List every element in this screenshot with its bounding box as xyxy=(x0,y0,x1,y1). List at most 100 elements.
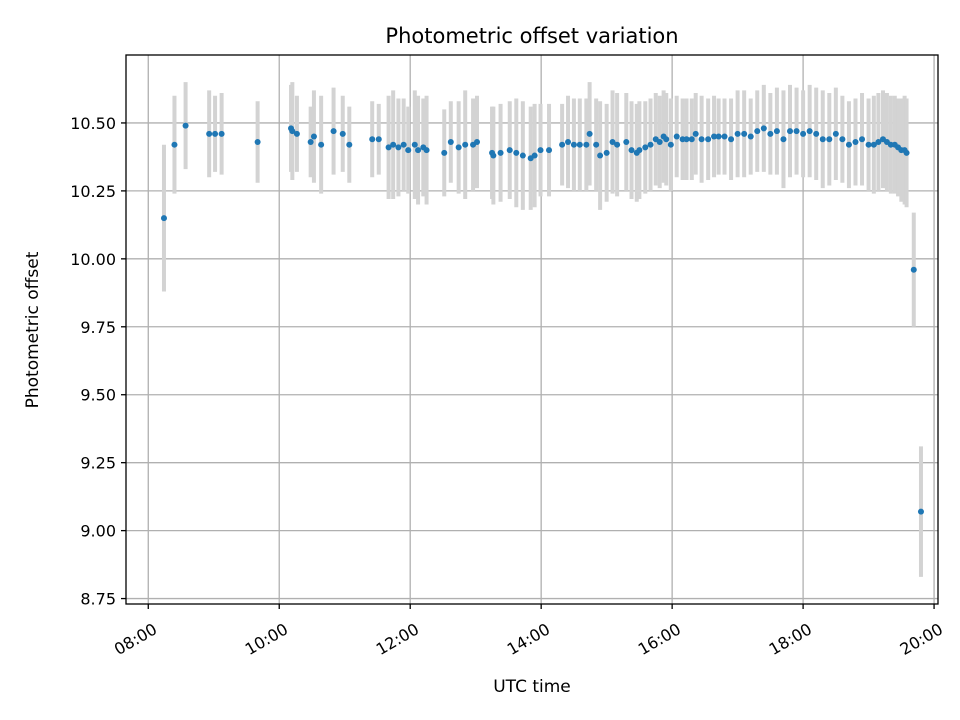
data-point xyxy=(160,215,167,222)
data-point xyxy=(310,133,317,140)
data-point xyxy=(721,133,728,140)
data-point xyxy=(206,130,213,137)
data-point xyxy=(747,133,754,140)
data-point xyxy=(875,138,882,145)
chart-title: Photometric offset variation xyxy=(385,24,678,48)
plot-frame xyxy=(125,54,939,605)
data-point xyxy=(339,130,346,137)
data-point xyxy=(793,128,800,135)
data-point xyxy=(623,138,630,145)
data-point xyxy=(537,147,544,154)
data-point xyxy=(462,141,469,148)
data-point xyxy=(663,136,670,143)
data-point xyxy=(800,130,807,137)
data-point xyxy=(642,144,649,151)
y-tick-label: 9.00 xyxy=(80,522,116,541)
y-tick-label: 10.00 xyxy=(70,250,116,269)
data-point xyxy=(711,133,718,140)
data-point xyxy=(692,130,699,137)
y-tick-label: 9.25 xyxy=(80,454,116,473)
data-point xyxy=(405,147,412,154)
data-point xyxy=(754,128,761,135)
data-point xyxy=(603,149,610,156)
data-point xyxy=(293,130,300,137)
data-point xyxy=(839,136,846,143)
data-point xyxy=(506,147,513,154)
data-point xyxy=(400,141,407,148)
data-points xyxy=(160,122,924,515)
data-point xyxy=(903,149,910,156)
data-point xyxy=(369,136,376,143)
data-point xyxy=(570,141,577,148)
data-point xyxy=(728,136,735,143)
data-point xyxy=(910,266,917,273)
data-point xyxy=(760,125,767,132)
data-point xyxy=(715,133,722,140)
y-tick-label: 9.50 xyxy=(80,386,116,405)
data-point xyxy=(583,141,590,148)
y-tick-label: 10.50 xyxy=(70,114,116,133)
data-point xyxy=(597,152,604,159)
data-point xyxy=(289,128,296,135)
data-point xyxy=(415,147,422,154)
data-point xyxy=(688,136,695,143)
data-point xyxy=(787,128,794,135)
data-point xyxy=(586,130,593,137)
data-point xyxy=(859,136,866,143)
data-point xyxy=(171,141,178,148)
data-point xyxy=(683,136,690,143)
data-point xyxy=(826,136,833,143)
data-point xyxy=(593,141,600,148)
y-tick-label: 10.25 xyxy=(70,182,116,201)
data-point xyxy=(647,141,654,148)
data-point xyxy=(423,147,430,154)
data-point xyxy=(513,149,520,156)
data-point xyxy=(212,130,219,137)
data-point xyxy=(546,147,553,154)
data-point xyxy=(832,130,839,137)
data-point xyxy=(806,128,813,135)
y-axis: 8.75 9.00 9.25 9.50 9.75 10.00 10.25 10.50 xyxy=(70,114,126,609)
data-point xyxy=(636,147,643,154)
data-point xyxy=(390,141,397,148)
data-point xyxy=(375,136,382,143)
data-point xyxy=(455,144,462,151)
data-point xyxy=(531,152,538,159)
data-point xyxy=(917,508,924,515)
data-point xyxy=(609,138,616,145)
data-point xyxy=(254,138,261,145)
data-point xyxy=(673,133,680,140)
data-point xyxy=(656,138,663,145)
data-point xyxy=(307,138,314,145)
data-point xyxy=(346,141,353,148)
data-point xyxy=(628,147,635,154)
data-point xyxy=(813,130,820,137)
data-point xyxy=(441,149,448,156)
y-tick-label: 9.75 xyxy=(80,318,116,337)
data-point xyxy=(411,141,418,148)
data-point xyxy=(819,136,826,143)
data-point xyxy=(559,141,566,148)
data-point xyxy=(519,152,526,159)
data-point xyxy=(576,141,583,148)
data-point xyxy=(614,141,621,148)
data-point xyxy=(667,141,674,148)
data-point xyxy=(182,122,189,129)
data-point xyxy=(741,130,748,137)
x-axis-label: UTC time xyxy=(493,677,571,697)
data-point xyxy=(767,130,774,137)
data-point xyxy=(497,149,504,156)
data-point xyxy=(565,138,572,145)
data-point xyxy=(330,128,337,135)
data-point xyxy=(447,138,454,145)
data-point xyxy=(852,138,859,145)
data-point xyxy=(845,141,852,148)
y-axis-label: Photometric offset xyxy=(23,251,43,408)
data-point xyxy=(385,144,392,151)
data-point xyxy=(780,136,787,143)
data-point xyxy=(318,141,325,148)
data-point xyxy=(218,130,225,137)
data-point xyxy=(870,141,877,148)
